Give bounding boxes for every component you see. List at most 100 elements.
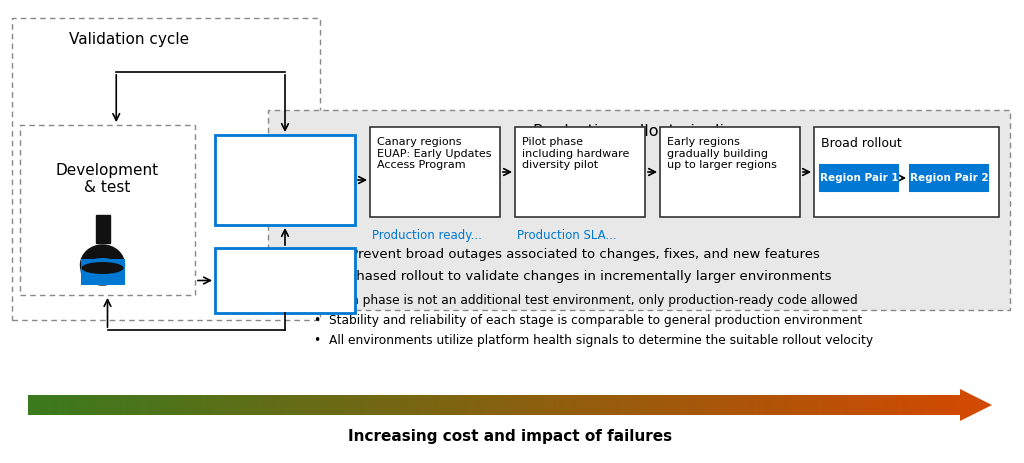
Bar <box>584 395 588 415</box>
Bar <box>444 395 447 415</box>
Bar <box>597 395 600 415</box>
Bar <box>808 395 811 415</box>
Bar <box>544 395 547 415</box>
Bar <box>34 395 38 415</box>
Bar <box>426 395 429 415</box>
Bar <box>78 395 81 415</box>
Bar <box>749 395 753 415</box>
Bar <box>469 395 473 415</box>
Bar <box>696 395 699 415</box>
Text: Region Pair 1: Region Pair 1 <box>819 173 898 183</box>
Bar <box>920 395 924 415</box>
Bar <box>295 395 299 415</box>
Bar <box>910 395 913 415</box>
Bar <box>932 395 936 415</box>
Bar <box>646 395 650 415</box>
Bar <box>587 395 591 415</box>
Bar <box>429 395 432 415</box>
Bar <box>159 395 162 415</box>
Bar <box>866 395 870 415</box>
Bar <box>246 395 249 415</box>
Bar <box>764 395 768 415</box>
Bar <box>541 395 544 415</box>
Bar <box>603 395 606 415</box>
Bar <box>373 395 377 415</box>
Bar <box>637 395 641 415</box>
Bar <box>127 395 131 415</box>
Bar <box>261 395 264 415</box>
Bar <box>72 395 75 415</box>
Bar <box>796 395 799 415</box>
Bar <box>215 248 355 313</box>
Bar <box>854 395 858 415</box>
Bar <box>370 395 374 415</box>
Bar <box>712 395 715 415</box>
Bar <box>316 395 321 415</box>
Bar <box>823 395 827 415</box>
Bar <box>99 395 103 415</box>
Bar <box>622 395 625 415</box>
Bar <box>625 395 628 415</box>
Bar <box>466 395 470 415</box>
Bar <box>836 395 840 415</box>
Bar <box>478 395 482 415</box>
Bar <box>484 395 488 415</box>
Bar <box>90 395 94 415</box>
Bar <box>500 395 504 415</box>
Bar <box>292 395 296 415</box>
Bar <box>214 395 218 415</box>
Bar <box>660 127 800 217</box>
Bar <box>829 395 834 415</box>
Bar <box>814 127 999 217</box>
Bar <box>680 395 684 415</box>
Text: Broad rollout: Broad rollout <box>821 137 902 150</box>
Bar <box>655 395 659 415</box>
Bar <box>668 395 672 415</box>
Bar <box>652 395 656 415</box>
Bar <box>863 395 867 415</box>
Bar <box>581 395 585 415</box>
Bar <box>286 395 290 415</box>
Bar <box>379 395 383 415</box>
Bar <box>268 110 1010 310</box>
Bar <box>56 395 59 415</box>
Bar <box>578 395 582 415</box>
Bar <box>956 395 961 415</box>
Bar <box>507 395 510 415</box>
Bar <box>907 395 910 415</box>
Bar <box>205 395 209 415</box>
Bar <box>497 395 501 415</box>
Bar <box>699 395 702 415</box>
Bar <box>333 395 336 415</box>
Bar <box>683 395 687 415</box>
Bar <box>786 395 790 415</box>
Bar <box>95 215 110 243</box>
Bar <box>283 395 287 415</box>
Bar <box>826 395 830 415</box>
Bar <box>336 395 339 415</box>
Bar <box>454 395 458 415</box>
Bar <box>739 395 743 415</box>
Bar <box>736 395 740 415</box>
Bar <box>944 395 948 415</box>
Text: Production SLA...: Production SLA... <box>517 229 616 242</box>
Bar <box>941 395 945 415</box>
Bar <box>525 395 528 415</box>
Bar <box>417 395 420 415</box>
Bar <box>233 395 237 415</box>
Bar <box>727 395 730 415</box>
Bar <box>411 395 414 415</box>
Bar <box>223 395 227 415</box>
Bar <box>255 395 258 415</box>
Bar <box>304 395 308 415</box>
Polygon shape <box>961 389 992 421</box>
Bar <box>820 165 898 191</box>
Bar <box>550 395 554 415</box>
Bar <box>913 395 918 415</box>
Bar <box>612 395 615 415</box>
Bar <box>562 395 566 415</box>
Bar <box>752 395 756 415</box>
Bar <box>407 395 411 415</box>
Bar <box>606 395 609 415</box>
Bar <box>280 395 284 415</box>
